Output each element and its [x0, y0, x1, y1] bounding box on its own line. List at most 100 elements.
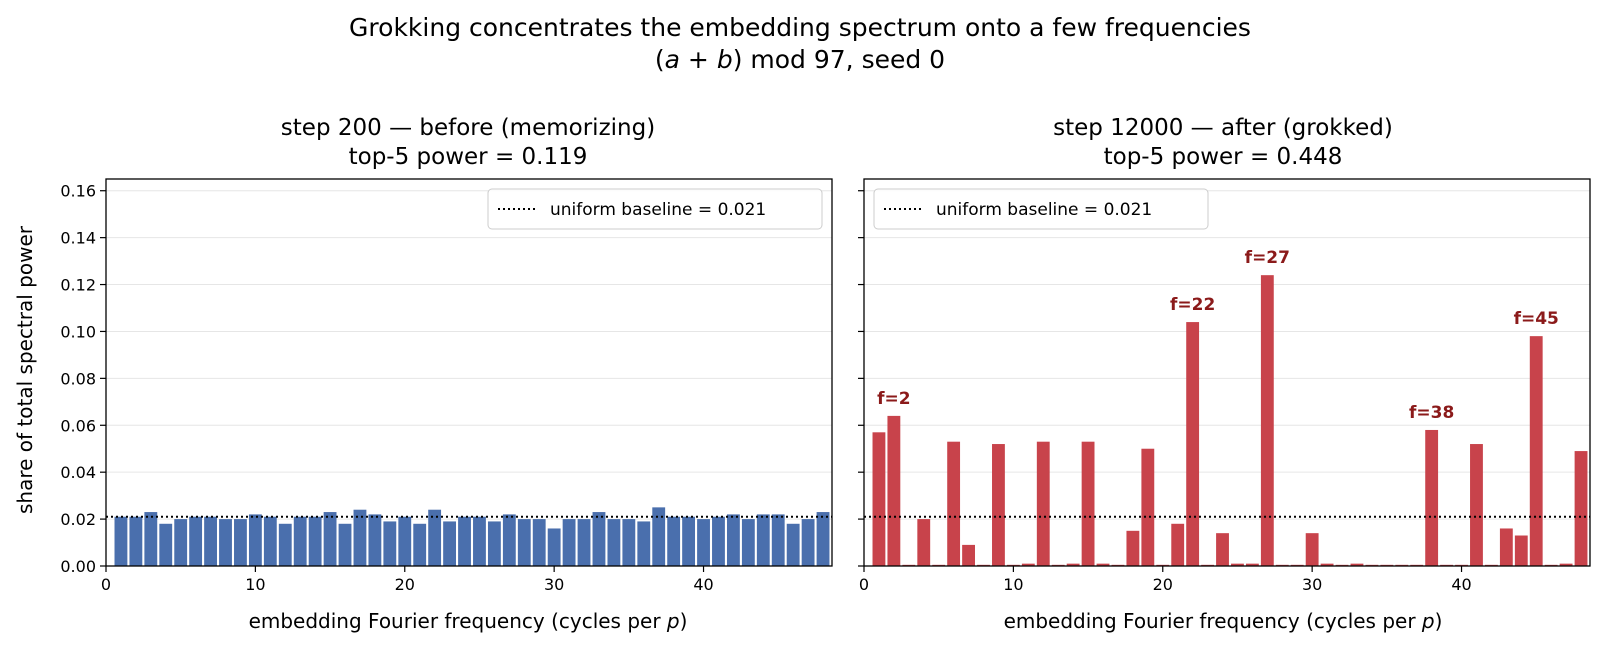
- figure-suptitle-line2: (a + b) mod 97, seed 0: [655, 45, 945, 74]
- left-bar: [532, 519, 546, 566]
- left-bar: [278, 523, 292, 566]
- left-ytick-label: 0.10: [60, 322, 96, 341]
- right-bar: [992, 444, 1005, 566]
- right-peak-label: f=27: [1245, 248, 1290, 268]
- right-xtick-label: 40: [1451, 575, 1471, 594]
- right-legend-label: uniform baseline = 0.021: [936, 200, 1152, 220]
- left-bar: [114, 516, 128, 566]
- left-legend: uniform baseline = 0.021: [487, 188, 823, 230]
- panel-right-xlabel: embedding Fourier frequency (cycles per …: [1004, 609, 1443, 633]
- right-bar: [1470, 444, 1483, 566]
- left-bar: [323, 512, 337, 566]
- left-bar: [756, 514, 770, 566]
- right-bar: [1529, 336, 1543, 566]
- right-bar: [1141, 448, 1155, 566]
- left-bar: [263, 516, 277, 566]
- left-bar: [771, 514, 785, 566]
- right-bar: [1260, 275, 1274, 566]
- left-bar: [368, 514, 382, 566]
- left-bar: [458, 516, 471, 566]
- right-bar: [1350, 563, 1364, 566]
- left-bar: [159, 523, 173, 566]
- panel-left-xlabel: embedding Fourier frequency (cycles per …: [249, 609, 688, 633]
- left-xtick-label: 10: [245, 575, 265, 594]
- left-bar: [577, 519, 591, 566]
- left-bar: [443, 521, 457, 566]
- left-ytick-label: 0.04: [60, 463, 96, 482]
- left-bar: [219, 519, 232, 566]
- left-bar: [129, 516, 143, 566]
- left-bar: [189, 516, 203, 566]
- right-bar: [1171, 523, 1185, 566]
- left-axes-frame: [105, 178, 833, 567]
- left-bar: [428, 509, 442, 566]
- left-legend-label: uniform baseline = 0.021: [550, 200, 766, 220]
- left-xtick-label: 20: [395, 575, 415, 594]
- left-bar: [144, 512, 158, 566]
- right-xtick-label: 0: [859, 575, 869, 594]
- right-bar: [872, 432, 886, 566]
- right-peak-label: f=38: [1409, 403, 1454, 423]
- left-bar: [308, 516, 322, 566]
- right-xtick-label: 20: [1153, 575, 1173, 594]
- right-bar: [1096, 563, 1110, 566]
- left-bar: [786, 523, 800, 566]
- left-bar: [398, 516, 412, 566]
- left-bar: [547, 528, 561, 566]
- left-ytick-label: 0.08: [60, 369, 96, 388]
- panel-left-title-line1: step 200 — before (memorizing): [281, 115, 655, 141]
- right-bar: [962, 544, 975, 566]
- left-bar: [248, 514, 262, 566]
- left-bar: [592, 512, 606, 566]
- left-ytick-label: 0.00: [60, 557, 96, 576]
- left-bar: [607, 519, 621, 566]
- panel-right-after: step 12000 — after (grokked) top-5 power…: [858, 115, 1591, 633]
- right-bar: [1514, 535, 1528, 566]
- right-bar: [887, 415, 901, 566]
- left-bar: [204, 516, 217, 566]
- left-bar: [413, 523, 427, 566]
- right-peak-label: f=45: [1514, 309, 1559, 329]
- right-bar: [1320, 563, 1334, 566]
- left-bar: [682, 516, 696, 566]
- right-bar: [1216, 533, 1229, 566]
- right-bar: [1036, 441, 1050, 566]
- left-bar: [473, 516, 486, 566]
- left-bar: [293, 516, 307, 566]
- left-bar: [652, 507, 666, 566]
- left-bar: [502, 514, 516, 566]
- left-bar: [801, 519, 815, 566]
- right-xtick-label: 10: [1003, 575, 1023, 594]
- left-bar: [712, 516, 725, 566]
- right-bar: [1231, 563, 1244, 566]
- left-bar: [697, 519, 710, 566]
- left-xtick-label: 30: [544, 575, 564, 594]
- right-bar: [1126, 530, 1140, 566]
- right-bar: [947, 441, 961, 566]
- right-axes-frame: [863, 178, 1591, 567]
- left-bar: [816, 512, 830, 566]
- right-bar: [1186, 322, 1200, 566]
- left-bar: [637, 521, 651, 566]
- right-bar: [1305, 533, 1319, 566]
- right-bar: [1021, 563, 1035, 566]
- right-bar: [1081, 441, 1095, 566]
- panel-right-title-line1: step 12000 — after (grokked): [1053, 115, 1393, 141]
- right-bar: [1559, 563, 1573, 566]
- figure-suptitle-line1: Grokking concentrates the embedding spec…: [349, 13, 1251, 42]
- left-bar: [622, 519, 636, 566]
- left-bar: [667, 516, 681, 566]
- panel-left-before: step 200 — before (memorizing) top-5 pow…: [13, 115, 833, 633]
- left-ytick-label: 0.06: [60, 416, 96, 435]
- left-ytick-label: 0.16: [60, 182, 96, 201]
- right-peak-label: f=2: [877, 389, 910, 409]
- left-xtick-label: 0: [101, 575, 111, 594]
- left-bar: [338, 523, 352, 566]
- right-bar: [917, 519, 931, 566]
- right-bar: [1574, 451, 1588, 566]
- left-ytick-label: 0.02: [60, 510, 96, 529]
- right-xtick-label: 30: [1302, 575, 1322, 594]
- left-bar: [562, 519, 576, 566]
- right-bar: [1499, 528, 1513, 566]
